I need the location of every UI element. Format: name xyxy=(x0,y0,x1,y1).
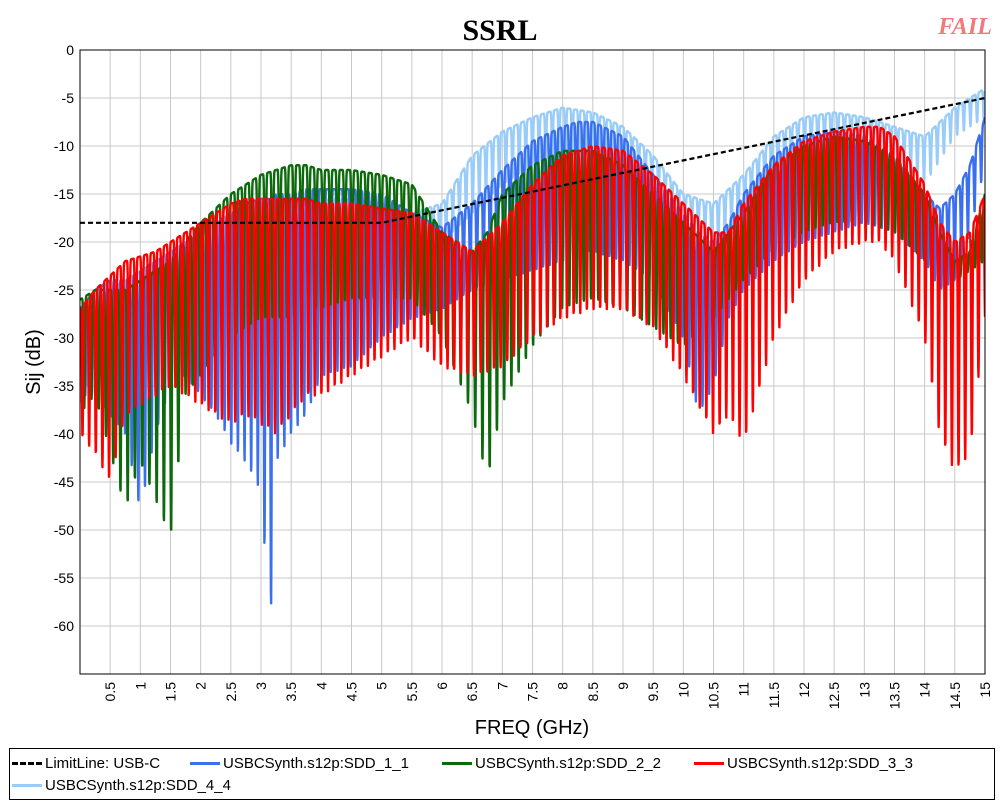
y-tick-label: -50 xyxy=(54,522,74,538)
x-axis-ticks: 0.5 1 1.5 2 2.5 3 3.5 4 4.5 5 5.5 6 6.5 7 7.5 8 8.5 9 9.5 1… xyxy=(102,682,993,709)
x-tick-label: 14.5 xyxy=(947,682,963,709)
x-tick-label: 10.5 xyxy=(706,682,722,709)
x-tick-label: 13 xyxy=(856,682,872,698)
y-tick-label: -45 xyxy=(54,474,74,490)
legend-swatch-limitline xyxy=(12,762,42,765)
y-tick-label: -25 xyxy=(54,282,74,298)
legend-swatch-sdd-1-1 xyxy=(190,762,220,765)
series-line-sdd-3-3 xyxy=(80,125,985,478)
x-tick-label: 9 xyxy=(615,682,631,690)
y-tick-label: -30 xyxy=(54,330,74,346)
x-tick-label: 3.5 xyxy=(283,682,299,702)
x-tick-label: 8.5 xyxy=(585,682,601,702)
y-tick-label: -20 xyxy=(54,234,74,250)
x-tick-label: 1.5 xyxy=(163,682,179,702)
x-tick-label: 12.5 xyxy=(826,682,842,709)
x-tick-label: 12 xyxy=(796,682,812,698)
series-line-limitline xyxy=(80,96,986,224)
legend-label-sdd-3-3: USBCSynth.s12p:SDD_3_3 xyxy=(727,755,913,772)
y-tick-label: -5 xyxy=(62,90,75,106)
y-tick-label: -10 xyxy=(54,138,74,154)
chart-title: SSRL xyxy=(462,14,537,47)
x-tick-label: 2 xyxy=(193,682,209,690)
y-tick-label: -35 xyxy=(54,378,74,394)
y-axis-label: Sij (dB) xyxy=(23,329,45,395)
legend-label-sdd-2-2: USBCSynth.s12p:SDD_2_2 xyxy=(475,755,661,772)
legend-item-sdd-3-3: USBCSynth.s12p:SDD_3_3 xyxy=(694,755,913,772)
plot-frame xyxy=(79,49,986,675)
legend: LimitLine: USB-C USBCSynth.s12p:SDD_1_1 … xyxy=(9,748,995,800)
legend-swatch-sdd-4-4 xyxy=(12,784,42,787)
x-tick-label: 5 xyxy=(374,682,390,690)
x-tick-label: 0.5 xyxy=(102,682,118,702)
x-tick-label: 14 xyxy=(917,682,933,698)
legend-item-sdd-2-2: USBCSynth.s12p:SDD_2_2 xyxy=(442,755,661,772)
legend-item-limitline: LimitLine: USB-C xyxy=(12,755,160,772)
x-tick-label: 2.5 xyxy=(223,682,239,702)
y-axis-ticks: 0 -5 -10 -15 -20 -25 -30 -35 -40 -45 -50 -55 -60 xyxy=(54,42,74,634)
legend-swatch-sdd-2-2 xyxy=(442,762,472,765)
legend-label-sdd-4-4: USBCSynth.s12p:SDD_4_4 xyxy=(45,777,231,794)
x-tick-label: 10 xyxy=(675,682,691,698)
series-layer xyxy=(80,89,986,605)
y-tick-label: 0 xyxy=(66,42,74,58)
x-tick-label: 7 xyxy=(494,682,510,690)
x-tick-label: 13.5 xyxy=(887,682,903,709)
legend-swatch-sdd-3-3 xyxy=(694,762,724,765)
x-tick-label: 7.5 xyxy=(525,682,541,702)
x-tick-label: 4.5 xyxy=(344,682,360,702)
x-tick-label: 5.5 xyxy=(404,682,420,702)
x-tick-label: 11 xyxy=(736,682,752,697)
x-axis-label: FREQ (GHz) xyxy=(475,717,589,739)
legend-label-sdd-1-1: USBCSynth.s12p:SDD_1_1 xyxy=(223,755,409,772)
y-tick-label: -15 xyxy=(54,186,74,202)
legend-label-limitline: LimitLine: USB-C xyxy=(45,755,161,772)
legend-item-sdd-1-1: USBCSynth.s12p:SDD_1_1 xyxy=(190,755,409,772)
x-tick-label: 4 xyxy=(313,682,329,690)
x-tick-label: 3 xyxy=(253,682,269,690)
x-tick-label: 1 xyxy=(132,682,148,690)
x-tick-label: 15 xyxy=(977,682,993,698)
x-tick-label: 8 xyxy=(555,682,571,690)
y-tick-label: -40 xyxy=(54,426,74,442)
x-tick-label: 9.5 xyxy=(645,682,661,702)
x-tick-label: 6.5 xyxy=(464,682,480,702)
y-tick-label: -60 xyxy=(54,618,74,634)
x-tick-label: 11.5 xyxy=(766,682,782,708)
y-tick-label: -55 xyxy=(54,570,74,586)
x-tick-label: 6 xyxy=(434,682,450,690)
legend-item-sdd-4-4: USBCSynth.s12p:SDD_4_4 xyxy=(12,777,231,794)
fail-status: FAIL xyxy=(937,14,992,40)
